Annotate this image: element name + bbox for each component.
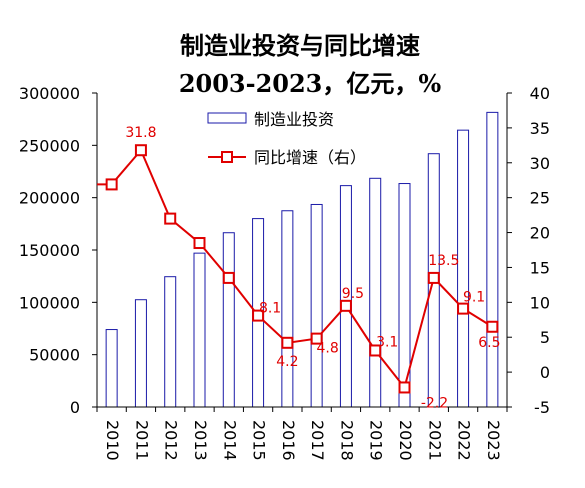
marker-2011 xyxy=(134,144,147,157)
left-tick-label: 50000 xyxy=(29,346,80,365)
bar-2016 xyxy=(281,210,294,408)
marker-2017 xyxy=(310,332,323,345)
x-tick-label: 2022 xyxy=(455,420,474,461)
right-tick-label: 40 xyxy=(530,84,550,103)
marker-2023 xyxy=(486,320,499,333)
legend-bar-label: 制造业投资 xyxy=(254,110,334,129)
right-tick-label: 20 xyxy=(530,224,550,243)
right-tick-label: 0 xyxy=(540,363,550,382)
bar-2014 xyxy=(222,232,235,408)
marker-2012 xyxy=(164,212,177,225)
bar-2010 xyxy=(105,329,118,408)
right-tick-label: 10 xyxy=(530,293,550,312)
right-tick-label: 35 xyxy=(530,119,550,138)
legend-bar-swatch xyxy=(207,112,247,124)
marker-2021 xyxy=(427,271,440,284)
x-tick-label: 2020 xyxy=(396,420,415,461)
data-label-2020: -2.2 xyxy=(421,395,448,411)
data-label-2018: 9.5 xyxy=(342,286,364,302)
bar-2017 xyxy=(310,203,323,408)
x-tick-label: 2010 xyxy=(103,420,122,461)
left-tick-label: 200000 xyxy=(19,189,80,208)
bar-2012 xyxy=(164,276,177,408)
chart-title-line2: 2003-2023，亿元，% xyxy=(179,69,442,98)
right-tick-label: 15 xyxy=(530,258,550,277)
marker-2010 xyxy=(105,178,118,191)
right-tick-label: 30 xyxy=(530,154,550,173)
x-tick-label: 2019 xyxy=(367,420,386,461)
right-tick-label: -5 xyxy=(534,398,550,417)
x-tick-label: 2013 xyxy=(191,420,210,461)
right-tick-label: 25 xyxy=(530,189,550,208)
marker-2019 xyxy=(369,344,382,357)
left-tick-label: 100000 xyxy=(19,293,80,312)
x-tick-label: 2012 xyxy=(162,420,181,461)
bar-2011 xyxy=(134,299,147,408)
x-tick-label: 2021 xyxy=(425,420,444,461)
data-label-2019: 3.1 xyxy=(376,334,398,350)
x-tick-label: 2017 xyxy=(308,420,327,461)
axes: 0 50000 100000 150000 200000 250000 300000 -5 0 5… xyxy=(19,84,550,461)
left-tick-label: 250000 xyxy=(19,136,80,155)
x-tick-label: 2023 xyxy=(484,420,503,461)
right-tick-label: 5 xyxy=(540,328,550,347)
x-tick-label: 2015 xyxy=(250,420,269,461)
line-series xyxy=(97,144,499,394)
marker-2018 xyxy=(339,299,352,312)
data-label-2021: 13.5 xyxy=(428,253,459,269)
left-tick-label: 300000 xyxy=(19,84,80,103)
data-labels: 31.8 8.1 4.2 4.8 9.5 3.1 -2.2 13.5 9.1 6.5 xyxy=(125,125,500,411)
chart-title-line1: 制造业投资与同比增速 xyxy=(180,31,420,60)
bar-2013 xyxy=(193,252,206,408)
x-tick-label: 2018 xyxy=(337,420,356,461)
legend: 制造业投资 同比增速（右） xyxy=(207,110,366,167)
marker-2014 xyxy=(222,271,235,284)
left-tick-label: 0 xyxy=(70,398,80,417)
data-label-2023: 6.5 xyxy=(478,335,500,351)
marker-2015 xyxy=(252,309,265,322)
data-label-2022: 9.1 xyxy=(463,290,485,306)
marker-2020 xyxy=(398,381,411,394)
legend-line-label: 同比增速（右） xyxy=(254,148,366,167)
marker-2013 xyxy=(193,237,206,250)
data-label-2015: 8.1 xyxy=(259,301,281,317)
marker-2016 xyxy=(281,336,294,349)
data-label-2011: 31.8 xyxy=(125,125,156,141)
data-label-2017: 4.8 xyxy=(317,341,339,357)
x-tick-label: 2016 xyxy=(279,420,298,461)
x-tick-label: 2011 xyxy=(132,420,151,461)
bar-2023 xyxy=(486,111,499,408)
bar-2019 xyxy=(369,177,382,408)
left-tick-label: 150000 xyxy=(19,241,80,260)
marker-2022 xyxy=(457,302,470,315)
data-label-2016: 4.2 xyxy=(276,354,298,370)
x-tick-label: 2014 xyxy=(220,420,239,461)
legend-line-marker xyxy=(221,151,233,163)
